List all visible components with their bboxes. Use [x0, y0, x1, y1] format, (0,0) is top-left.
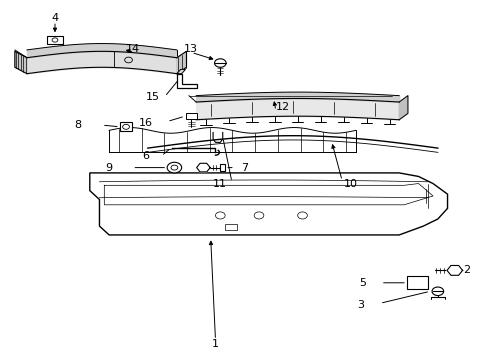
Polygon shape [177, 69, 185, 74]
Text: 10: 10 [343, 179, 357, 189]
Polygon shape [15, 51, 27, 74]
Text: 11: 11 [213, 179, 227, 189]
Text: 12: 12 [276, 102, 290, 112]
Text: 16: 16 [138, 118, 152, 128]
Text: 2: 2 [462, 265, 469, 275]
Text: 5: 5 [359, 278, 366, 288]
Bar [220, 164, 224, 171]
Text: 14: 14 [126, 44, 140, 54]
Polygon shape [398, 96, 407, 120]
Bar [47, 36, 62, 44]
Text: 1: 1 [212, 339, 219, 349]
Polygon shape [446, 265, 462, 275]
Text: 3: 3 [356, 300, 363, 310]
Text: 4: 4 [51, 13, 59, 23]
Text: 15: 15 [145, 92, 159, 102]
Bar [185, 113, 197, 119]
Bar [224, 224, 236, 230]
Polygon shape [177, 51, 186, 74]
Text: 8: 8 [74, 120, 81, 130]
Bar [120, 122, 132, 131]
Text: 9: 9 [105, 163, 112, 172]
Text: 6: 6 [142, 151, 148, 161]
Bar [406, 276, 427, 289]
Text: 7: 7 [241, 163, 247, 172]
Circle shape [167, 162, 181, 173]
Polygon shape [196, 163, 210, 172]
Text: 13: 13 [184, 44, 198, 54]
Polygon shape [90, 173, 447, 235]
